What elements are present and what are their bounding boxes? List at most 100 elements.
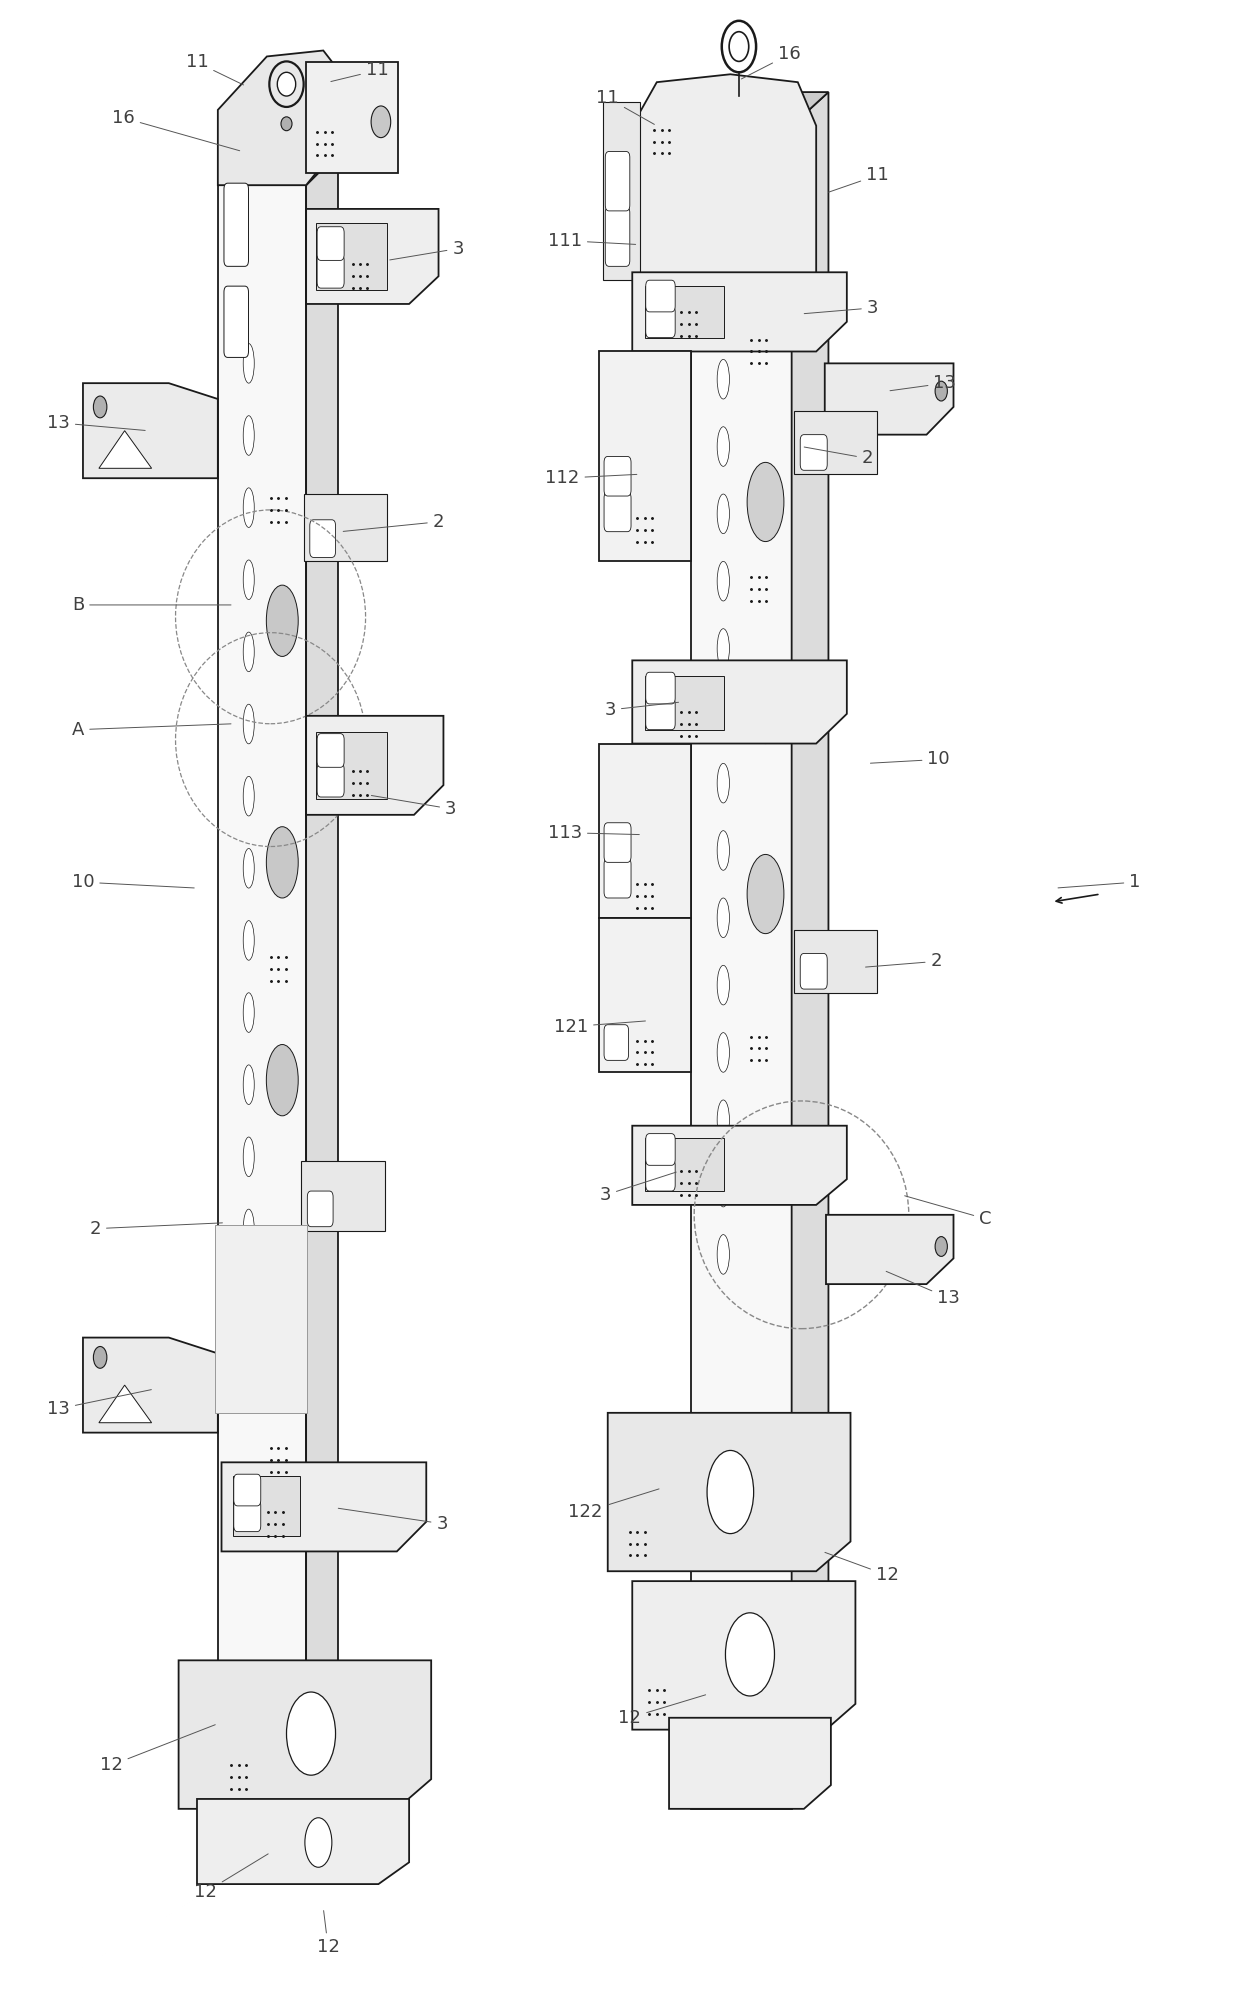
Text: 3: 3 xyxy=(372,796,456,818)
Polygon shape xyxy=(599,917,691,1073)
Bar xyxy=(218,185,306,1805)
Polygon shape xyxy=(632,1581,856,1729)
Text: 10: 10 xyxy=(72,873,195,891)
FancyBboxPatch shape xyxy=(646,698,675,730)
Bar xyxy=(233,1476,300,1535)
FancyBboxPatch shape xyxy=(310,520,336,558)
Ellipse shape xyxy=(717,764,729,804)
FancyBboxPatch shape xyxy=(604,824,631,861)
Ellipse shape xyxy=(717,562,729,600)
Polygon shape xyxy=(99,1386,151,1424)
Text: 12: 12 xyxy=(195,1854,268,1900)
FancyBboxPatch shape xyxy=(308,1190,334,1226)
Text: 11: 11 xyxy=(596,90,655,124)
Text: 2: 2 xyxy=(805,447,873,467)
FancyBboxPatch shape xyxy=(224,287,248,357)
Ellipse shape xyxy=(243,776,254,816)
Ellipse shape xyxy=(371,106,391,138)
FancyBboxPatch shape xyxy=(317,764,345,798)
Ellipse shape xyxy=(717,628,729,668)
Text: 2: 2 xyxy=(343,512,444,530)
Polygon shape xyxy=(632,1127,847,1204)
Polygon shape xyxy=(599,351,691,562)
Text: 16: 16 xyxy=(112,110,239,152)
Ellipse shape xyxy=(243,1065,254,1105)
Ellipse shape xyxy=(243,849,254,887)
Ellipse shape xyxy=(243,343,254,383)
Ellipse shape xyxy=(717,225,729,265)
Ellipse shape xyxy=(717,359,729,399)
Polygon shape xyxy=(306,154,339,1805)
Polygon shape xyxy=(179,1661,432,1809)
Text: 11: 11 xyxy=(186,54,243,86)
Ellipse shape xyxy=(707,1450,754,1533)
Ellipse shape xyxy=(935,1236,947,1256)
Text: 10: 10 xyxy=(870,750,950,768)
Ellipse shape xyxy=(243,921,254,961)
Ellipse shape xyxy=(243,489,254,528)
Polygon shape xyxy=(83,383,218,479)
Ellipse shape xyxy=(717,965,729,1005)
Ellipse shape xyxy=(267,828,298,897)
Ellipse shape xyxy=(243,1282,254,1320)
Ellipse shape xyxy=(717,831,729,869)
Polygon shape xyxy=(222,1462,427,1551)
Text: 2: 2 xyxy=(866,953,942,971)
Text: 16: 16 xyxy=(742,46,801,80)
Text: 3: 3 xyxy=(599,1172,676,1204)
Text: C: C xyxy=(905,1196,992,1228)
Bar xyxy=(316,223,387,289)
Ellipse shape xyxy=(243,993,254,1033)
Text: 13: 13 xyxy=(890,375,956,393)
FancyBboxPatch shape xyxy=(604,457,631,497)
Text: 12: 12 xyxy=(316,1910,340,1956)
FancyBboxPatch shape xyxy=(646,1159,675,1190)
FancyBboxPatch shape xyxy=(800,435,827,471)
Ellipse shape xyxy=(278,72,295,96)
Polygon shape xyxy=(691,92,828,126)
Ellipse shape xyxy=(243,1137,254,1176)
Ellipse shape xyxy=(243,704,254,744)
FancyBboxPatch shape xyxy=(646,1135,675,1164)
Bar xyxy=(794,929,878,993)
Bar xyxy=(645,676,724,730)
Polygon shape xyxy=(599,744,691,917)
FancyBboxPatch shape xyxy=(317,255,345,287)
Bar xyxy=(306,62,398,173)
Polygon shape xyxy=(306,716,444,816)
FancyBboxPatch shape xyxy=(604,493,631,532)
Bar xyxy=(301,1161,384,1230)
Ellipse shape xyxy=(748,664,784,744)
Text: 113: 113 xyxy=(548,824,640,841)
Ellipse shape xyxy=(93,1346,107,1368)
Ellipse shape xyxy=(717,1101,729,1139)
Text: 1: 1 xyxy=(1058,873,1141,891)
Text: 12: 12 xyxy=(99,1725,216,1775)
Text: 13: 13 xyxy=(47,415,145,433)
Text: B: B xyxy=(72,596,231,614)
Text: 3: 3 xyxy=(339,1507,448,1533)
Bar xyxy=(691,126,791,1809)
Bar xyxy=(304,495,387,562)
Ellipse shape xyxy=(243,1354,254,1394)
Polygon shape xyxy=(99,431,151,469)
Ellipse shape xyxy=(281,118,291,132)
Bar xyxy=(216,1224,308,1414)
Ellipse shape xyxy=(243,415,254,455)
Polygon shape xyxy=(791,92,828,1809)
Ellipse shape xyxy=(748,463,784,542)
Bar xyxy=(316,732,387,800)
Polygon shape xyxy=(83,1338,218,1432)
Bar xyxy=(603,102,640,281)
FancyBboxPatch shape xyxy=(317,227,345,261)
Polygon shape xyxy=(826,1214,954,1284)
Ellipse shape xyxy=(93,397,107,419)
FancyBboxPatch shape xyxy=(604,1025,629,1061)
Ellipse shape xyxy=(717,897,729,937)
Ellipse shape xyxy=(243,1208,254,1248)
FancyBboxPatch shape xyxy=(317,734,345,768)
Polygon shape xyxy=(825,363,954,435)
FancyBboxPatch shape xyxy=(646,305,675,337)
Text: 3: 3 xyxy=(604,700,678,720)
FancyBboxPatch shape xyxy=(605,207,630,267)
